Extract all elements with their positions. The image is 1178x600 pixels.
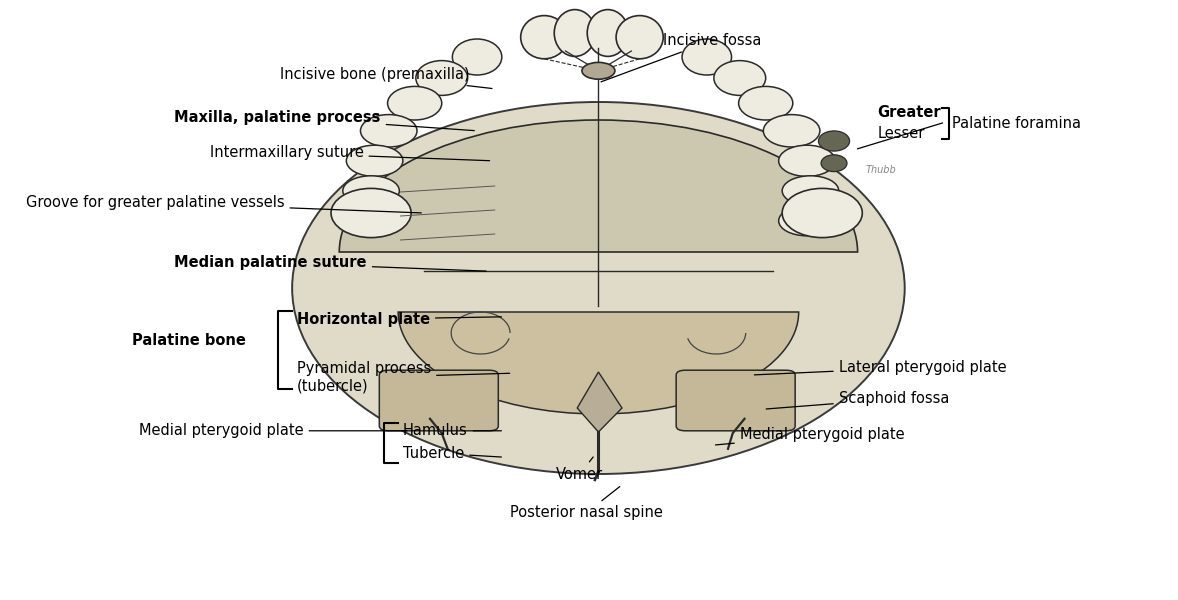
Ellipse shape — [360, 115, 417, 147]
Text: Hamulus: Hamulus — [403, 424, 502, 438]
Ellipse shape — [588, 10, 629, 56]
Ellipse shape — [292, 102, 905, 474]
Text: Groove for greater palatine vessels: Groove for greater palatine vessels — [26, 196, 422, 213]
Polygon shape — [577, 372, 622, 432]
Text: Incisive bone (premaxilla): Incisive bone (premaxilla) — [280, 67, 492, 88]
Ellipse shape — [416, 61, 468, 95]
Ellipse shape — [819, 131, 849, 151]
Text: Posterior nasal spine: Posterior nasal spine — [510, 487, 663, 520]
Ellipse shape — [346, 145, 403, 176]
Ellipse shape — [521, 16, 568, 59]
Text: Medial pterygoid plate: Medial pterygoid plate — [715, 427, 905, 445]
Text: Pyramidal process
(tubercle): Pyramidal process (tubercle) — [297, 361, 510, 394]
Ellipse shape — [388, 86, 442, 120]
Ellipse shape — [739, 86, 793, 120]
Text: Incisive fossa: Incisive fossa — [601, 34, 761, 82]
Text: Intermaxillary suture: Intermaxillary suture — [210, 145, 490, 161]
Ellipse shape — [779, 145, 835, 176]
Text: Median palatine suture: Median palatine suture — [174, 255, 487, 271]
Ellipse shape — [616, 16, 663, 59]
Text: Medial pterygoid plate: Medial pterygoid plate — [139, 424, 408, 438]
Text: Palatine bone: Palatine bone — [132, 333, 246, 348]
Ellipse shape — [331, 188, 411, 238]
Wedge shape — [398, 312, 799, 414]
FancyBboxPatch shape — [676, 370, 795, 431]
FancyBboxPatch shape — [379, 370, 498, 431]
Wedge shape — [339, 120, 858, 252]
Ellipse shape — [782, 176, 839, 206]
Ellipse shape — [582, 62, 615, 79]
Text: Lesser: Lesser — [878, 125, 925, 140]
Text: Lateral pterygoid plate: Lateral pterygoid plate — [754, 359, 1006, 375]
Text: Scaphoid fossa: Scaphoid fossa — [766, 392, 949, 409]
Text: Maxilla, palatine process: Maxilla, palatine process — [174, 109, 475, 131]
Ellipse shape — [682, 39, 732, 75]
Text: Palatine foramina: Palatine foramina — [952, 115, 1081, 130]
Ellipse shape — [346, 206, 403, 236]
Ellipse shape — [779, 206, 835, 236]
Text: Greater: Greater — [878, 105, 941, 120]
Ellipse shape — [782, 188, 862, 238]
Ellipse shape — [821, 155, 847, 172]
Ellipse shape — [763, 115, 820, 147]
Ellipse shape — [555, 10, 596, 56]
Text: Horizontal plate: Horizontal plate — [297, 312, 502, 326]
Text: Vomer: Vomer — [556, 457, 603, 482]
Text: Thubb: Thubb — [866, 165, 896, 175]
Ellipse shape — [343, 176, 399, 206]
Ellipse shape — [452, 39, 502, 75]
Ellipse shape — [714, 61, 766, 95]
Text: Tubercle: Tubercle — [403, 445, 502, 461]
